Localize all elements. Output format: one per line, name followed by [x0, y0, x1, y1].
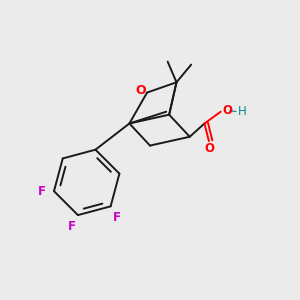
Text: F: F: [112, 211, 121, 224]
Text: F: F: [68, 220, 76, 233]
Text: O: O: [222, 104, 232, 117]
Text: F: F: [38, 185, 46, 198]
Text: O: O: [204, 142, 214, 155]
Text: O: O: [135, 84, 146, 97]
Text: H: H: [238, 105, 246, 118]
